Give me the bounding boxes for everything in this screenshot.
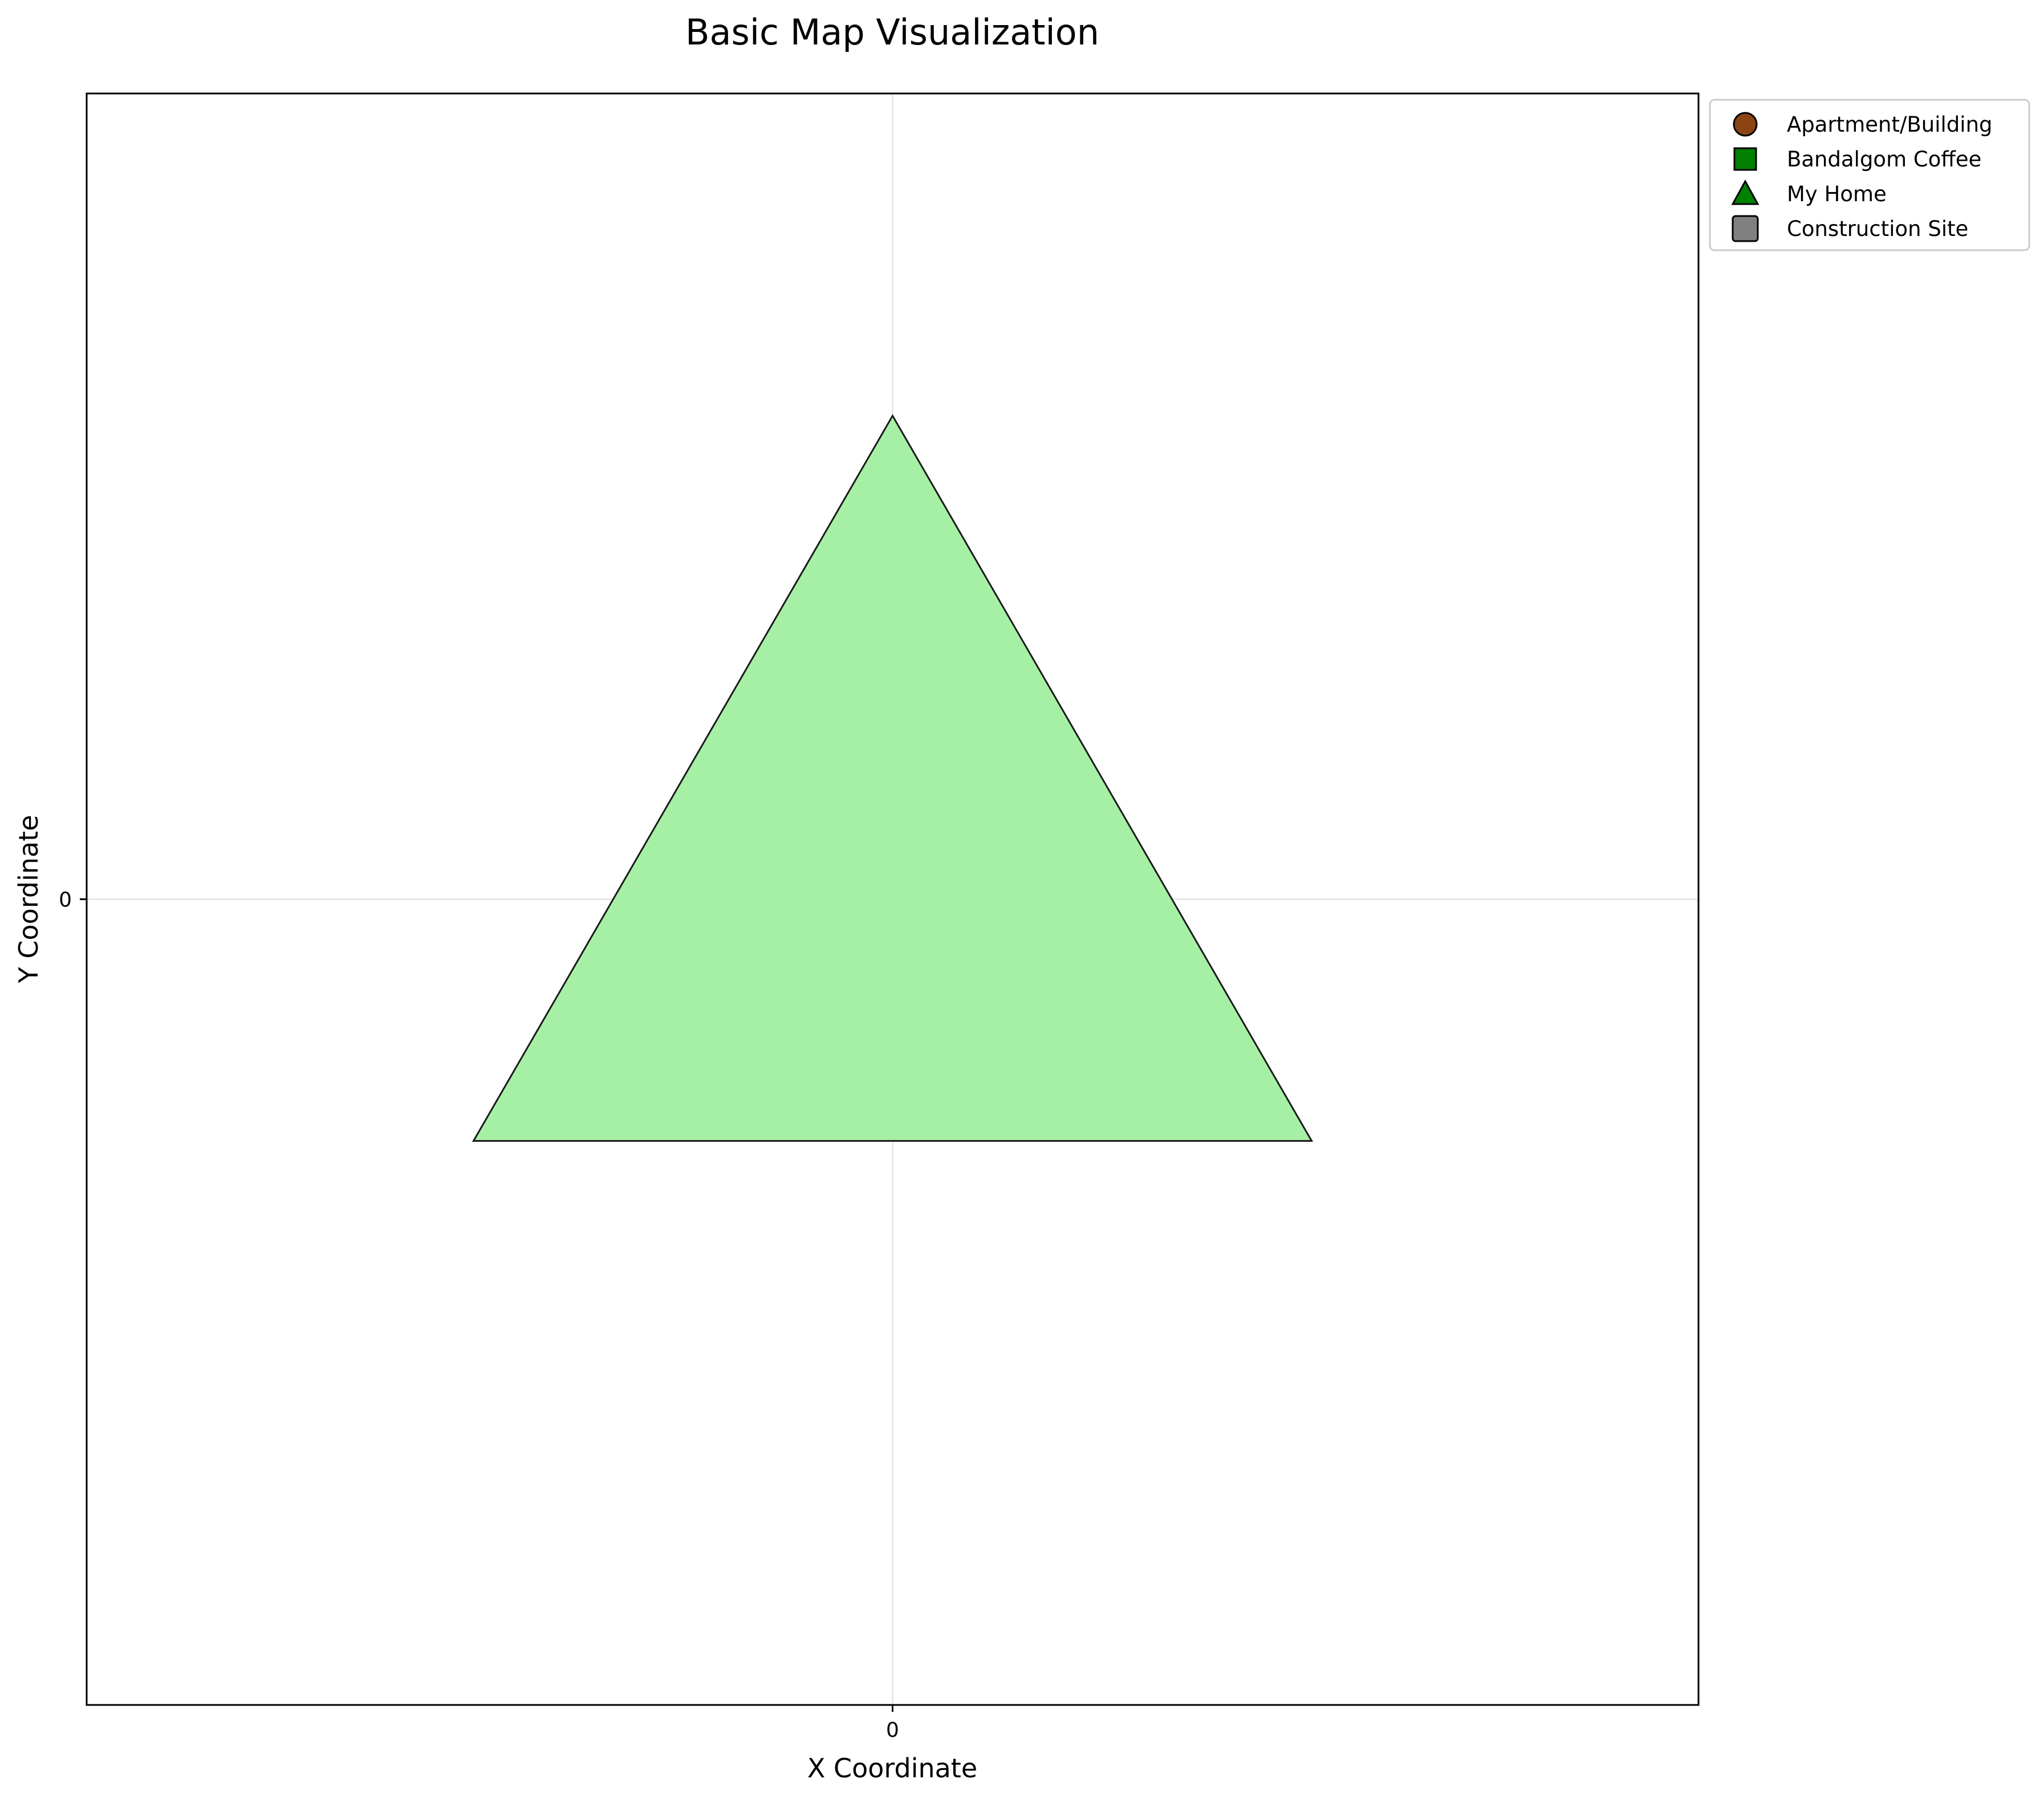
legend-entry-3: Construction Site (1732, 215, 1968, 242)
legend-frame (1709, 99, 2030, 251)
legend-label-2: My Home (1787, 182, 1887, 206)
polygon-layer (472, 414, 1314, 1142)
legend: Apartment/Building Bandalgom Coffee My Hom… (1709, 99, 2030, 251)
y-axis-label: Y Coordinate (13, 815, 44, 984)
x-axis-label: X Coordinate (807, 1753, 977, 1784)
legend-entry-2: My Home (1731, 179, 1887, 206)
tick-layer: 00 (59, 889, 899, 1743)
legend-entry-1: Bandalgom Coffee (1733, 147, 1981, 172)
legend-entry-0: Apartment/Building (1733, 112, 1993, 137)
legend-label-1: Bandalgom Coffee (1787, 147, 1981, 172)
chart-title: Basic Map Visualization (685, 11, 1099, 53)
rounded-square-marker-icon (1732, 215, 1759, 242)
y-tick-label-0: 0 (59, 889, 72, 912)
legend-items: Apartment/Building Bandalgom Coffee My Hom… (1731, 112, 1993, 242)
square-marker-icon (1733, 147, 1757, 171)
legend-label-0: Apartment/Building (1787, 112, 1993, 137)
triangle-marker-icon (1731, 179, 1759, 205)
x-tick-label-0: 0 (886, 1719, 899, 1742)
circle-marker-icon (1733, 112, 1758, 137)
map-polygon-0 (472, 414, 1314, 1142)
legend-label-3: Construction Site (1787, 217, 1968, 241)
